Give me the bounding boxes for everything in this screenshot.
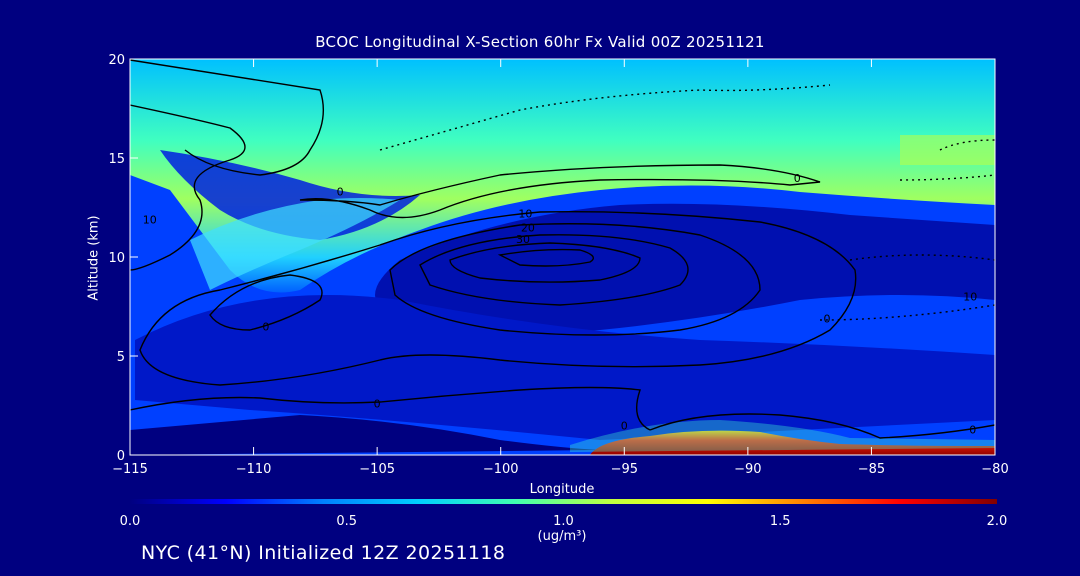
- colorbar-tick-label: 1.5: [770, 514, 791, 529]
- contour-20: [419, 234, 689, 306]
- contour-upper-left: [130, 59, 325, 176]
- y-tick-label: 20: [108, 53, 125, 68]
- ground-mask: [130, 415, 600, 455]
- contour-left-lobe: [209, 274, 323, 331]
- contour-lower: [130, 386, 651, 431]
- contour-30: [449, 242, 641, 283]
- colorbar-tick-label: 0.0: [120, 514, 141, 529]
- y-tick-label: 10: [108, 251, 125, 266]
- contour-label: 0: [262, 320, 269, 333]
- contour-label: 10: [518, 207, 532, 220]
- contour-label: 0: [621, 419, 628, 432]
- y-tick-label: 15: [108, 152, 125, 167]
- x-tick-label: −95: [611, 462, 638, 477]
- colorbar: [130, 499, 997, 504]
- x-tick-label: −85: [858, 462, 885, 477]
- contour-dotted-right: [819, 254, 995, 321]
- contour-label: 0: [794, 172, 801, 185]
- x-tick-label: −90: [734, 462, 761, 477]
- contour-label: 0: [823, 312, 830, 325]
- colorbar-tick-label: 1.0: [553, 514, 574, 529]
- lower-body: [135, 295, 995, 440]
- contour-dotted-top: [379, 84, 831, 151]
- right-upper-strip: [900, 135, 995, 165]
- contour-40: [497, 248, 594, 267]
- x-axis-ticks: −115 −110 −105 −100 −95 −90 −85 −80: [112, 59, 1009, 477]
- x-tick-label: −115: [112, 462, 148, 477]
- contour-label: 0: [969, 423, 976, 436]
- x-tick-label: −105: [359, 462, 395, 477]
- contour-label: 10: [963, 291, 977, 304]
- y-axis-ticks: 0 5 10 15 20: [108, 53, 138, 464]
- colorbar-ticks: 0.0 0.5 1.0 1.5 2.0: [120, 514, 1008, 529]
- contour-10: [389, 223, 761, 336]
- contour-surface-right: [649, 413, 995, 439]
- chart-title: BCOC Longitudinal X-Section 60hr Fx Vali…: [315, 33, 765, 51]
- x-axis-label: Longitude: [529, 482, 595, 497]
- x-tick-label: −100: [483, 462, 519, 477]
- surface-plume: [590, 430, 995, 455]
- colorbar-label: (ug/m³): [538, 529, 587, 544]
- cyan-streak: [190, 198, 400, 290]
- contour-outer-left: [130, 104, 246, 271]
- concentration-field: [130, 59, 995, 455]
- y-tick-label: 0: [117, 449, 125, 464]
- contour-label: 20: [521, 221, 535, 234]
- x-tick-label: −80: [981, 462, 1008, 477]
- contour-dotted-far: [899, 139, 995, 181]
- colorbar-tick-label: 0.5: [336, 514, 357, 529]
- contour-label: 0: [337, 186, 344, 199]
- init-footer: NYC (41°N) Initialized 12Z 20251118: [141, 542, 506, 564]
- contour-label: 30: [516, 233, 530, 246]
- contour-label: 0: [374, 398, 381, 411]
- x-tick-label: −110: [236, 462, 272, 477]
- contour-lines: [130, 59, 995, 439]
- contour-label: 10: [143, 213, 157, 226]
- surface-glow: [570, 420, 995, 452]
- y-tick-label: 5: [117, 350, 125, 365]
- colorbar-tick-label: 2.0: [987, 514, 1008, 529]
- contour-main-outer: [139, 211, 857, 386]
- contour-0-top: [299, 164, 821, 219]
